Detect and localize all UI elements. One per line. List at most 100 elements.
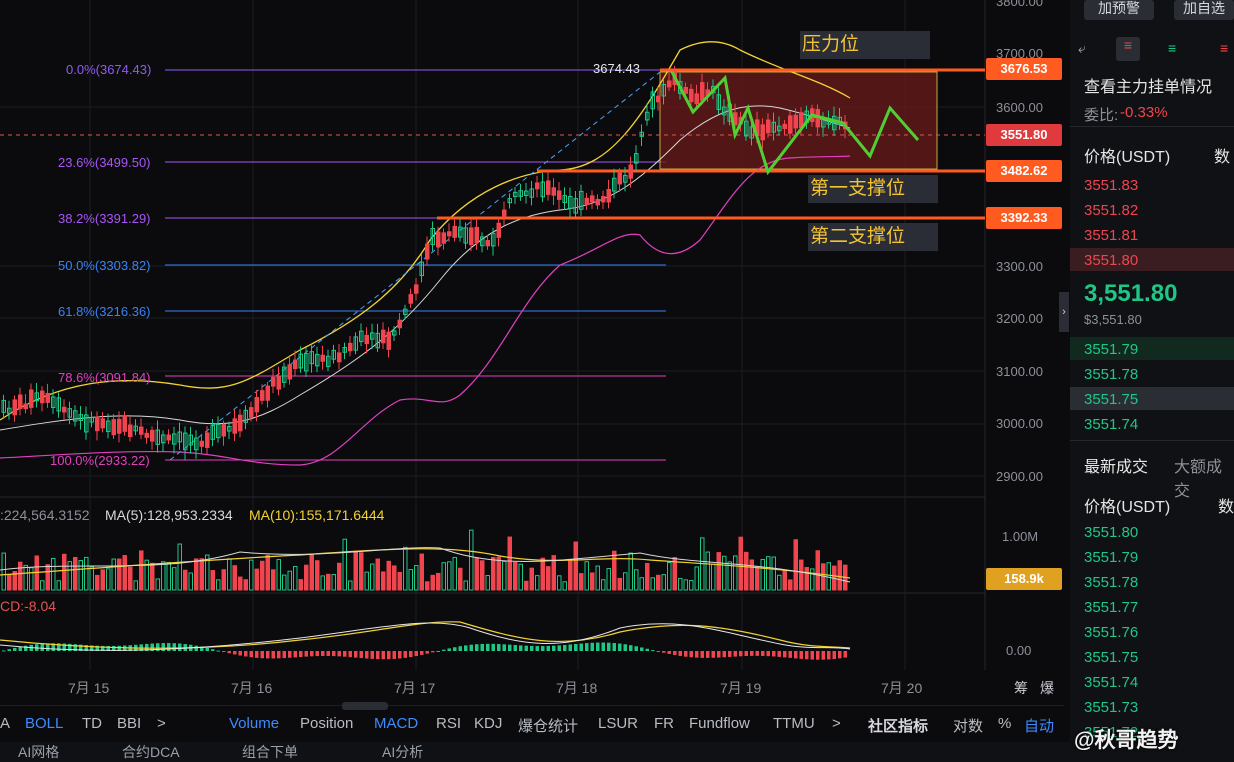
tab-kdj[interactable]: KDJ: [474, 715, 503, 732]
volume-bar: [282, 574, 287, 591]
macd-bar: [282, 651, 286, 659]
add-watchlist-button[interactable]: 加自选: [1174, 0, 1234, 20]
candle: [623, 174, 628, 183]
bids-only-icon[interactable]: ≡: [1168, 40, 1177, 56]
log-scale-toggle[interactable]: 对数: [953, 718, 984, 735]
macd-bar: [469, 644, 473, 651]
tab-latest-trades[interactable]: 最新成交: [1084, 459, 1149, 476]
macd-bar: [684, 651, 688, 657]
combo-order-button[interactable]: 组合下单: [242, 744, 298, 760]
candle: [496, 222, 501, 238]
candle: [584, 197, 589, 205]
ask-row[interactable]: 3551.80: [1084, 252, 1139, 269]
candle: [320, 354, 325, 362]
tab-community-indicators[interactable]: 社区指标: [868, 718, 929, 735]
volume-bar: [463, 580, 468, 591]
trades-qty-header: 数: [1218, 499, 1234, 516]
candle: [243, 409, 248, 423]
tab-liquidation-stats[interactable]: 爆仓统计: [518, 718, 579, 735]
tab-fr[interactable]: FR: [654, 715, 674, 732]
last-price-usd: $3,551.80: [1084, 312, 1142, 327]
volume-bar: [480, 560, 485, 591]
both-sides-icon[interactable]: ≡: [1116, 37, 1140, 61]
tab-volume[interactable]: Volume: [229, 715, 280, 732]
volume-bar: [265, 554, 270, 591]
tab-bbi[interactable]: BBI: [117, 715, 142, 732]
macd-bar: [442, 649, 446, 651]
volume-bar: [172, 567, 177, 591]
candle: [128, 424, 133, 438]
tab-position[interactable]: Position: [300, 715, 354, 732]
candle: [337, 352, 342, 363]
price-chart[interactable]: [0, 0, 1064, 705]
bid-row[interactable]: 3551.74: [1084, 416, 1139, 433]
candle: [793, 114, 798, 129]
volume-bar: [689, 579, 694, 591]
candle: [133, 425, 138, 432]
resize-handle[interactable]: [342, 702, 388, 710]
macd-bar: [541, 646, 545, 651]
trade-row: 3551.72: [1084, 724, 1139, 741]
macd-bar: [387, 651, 391, 660]
volume-bar: [227, 558, 232, 591]
liquidation-toggle[interactable]: 爆: [1040, 680, 1054, 696]
macd-bar: [24, 645, 28, 651]
contract-dca-button[interactable]: 合约DCA: [122, 744, 180, 760]
volume-bar: [73, 556, 78, 591]
macd-bar: [62, 643, 66, 651]
tab-lsur[interactable]: LSUR: [598, 715, 639, 732]
layout-icon[interactable]: ⤶: [1078, 40, 1086, 56]
volume-bar: [733, 555, 738, 591]
macd-bar: [519, 645, 523, 651]
ask-row[interactable]: 3551.83: [1084, 177, 1139, 194]
price-tick: 3600.00: [996, 100, 1043, 115]
macd-bar: [761, 651, 765, 656]
orderbook-title[interactable]: 查看主力挂单情况: [1084, 79, 1213, 96]
volume-bar: [40, 580, 45, 591]
tab-a[interactable]: A: [0, 715, 11, 732]
volume-bar: [529, 567, 534, 591]
macd-bar: [101, 645, 105, 651]
tab-more-sub[interactable]: >: [832, 715, 841, 732]
ai-grid-button[interactable]: AI网格: [18, 744, 60, 760]
depth-toggle[interactable]: 筹: [1014, 680, 1028, 696]
auto-scale-toggle[interactable]: 自动: [1024, 718, 1055, 735]
macd-bar: [414, 651, 418, 657]
candle: [474, 226, 479, 243]
macd-bar: [722, 651, 726, 658]
volume-bar: [342, 538, 347, 591]
chart-area[interactable]: 3800.00 3700.00 3600.00 3300.00 3200.00 …: [0, 0, 1069, 705]
asks-only-icon[interactable]: ≡: [1220, 40, 1229, 56]
volume-bar: [562, 581, 567, 591]
macd-bar: [315, 651, 319, 657]
boll-mid: [0, 105, 851, 431]
tab-large-trades[interactable]: 大额成交: [1174, 459, 1223, 500]
tab-rsi[interactable]: RSI: [436, 715, 462, 732]
panel-collapse-handle[interactable]: ›: [1059, 292, 1069, 332]
ask-row[interactable]: 3551.81: [1084, 227, 1139, 244]
tab-more-main[interactable]: >: [157, 715, 166, 732]
vol-ma10: [0, 548, 851, 579]
bid-row[interactable]: 3551.78: [1084, 366, 1139, 383]
bid-row[interactable]: 3551.79: [1084, 341, 1139, 358]
candle: [12, 399, 17, 416]
candle: [18, 394, 23, 409]
candle: [386, 331, 391, 350]
volume-bar: [304, 564, 309, 591]
ask-row[interactable]: 3551.82: [1084, 202, 1139, 219]
volume-bar: [425, 581, 430, 591]
add-alert-button[interactable]: 加预警: [1084, 0, 1154, 20]
ai-analysis-button[interactable]: AI分析: [382, 744, 424, 760]
tab-boll[interactable]: BOLL: [25, 715, 64, 732]
volume-bar: [188, 572, 193, 591]
tab-fundflow[interactable]: Fundflow: [689, 715, 750, 732]
tab-ttmu[interactable]: TTMU: [773, 715, 815, 732]
volume-bar: [766, 556, 771, 591]
tab-td[interactable]: TD: [82, 715, 102, 732]
percent-toggle[interactable]: %: [998, 715, 1012, 732]
price-tick: 3700.00: [996, 46, 1043, 61]
candle: [84, 414, 89, 433]
bid-row[interactable]: 3551.75: [1084, 391, 1139, 408]
tab-macd[interactable]: MACD: [374, 715, 419, 732]
trade-row: 3551.76: [1084, 624, 1139, 641]
